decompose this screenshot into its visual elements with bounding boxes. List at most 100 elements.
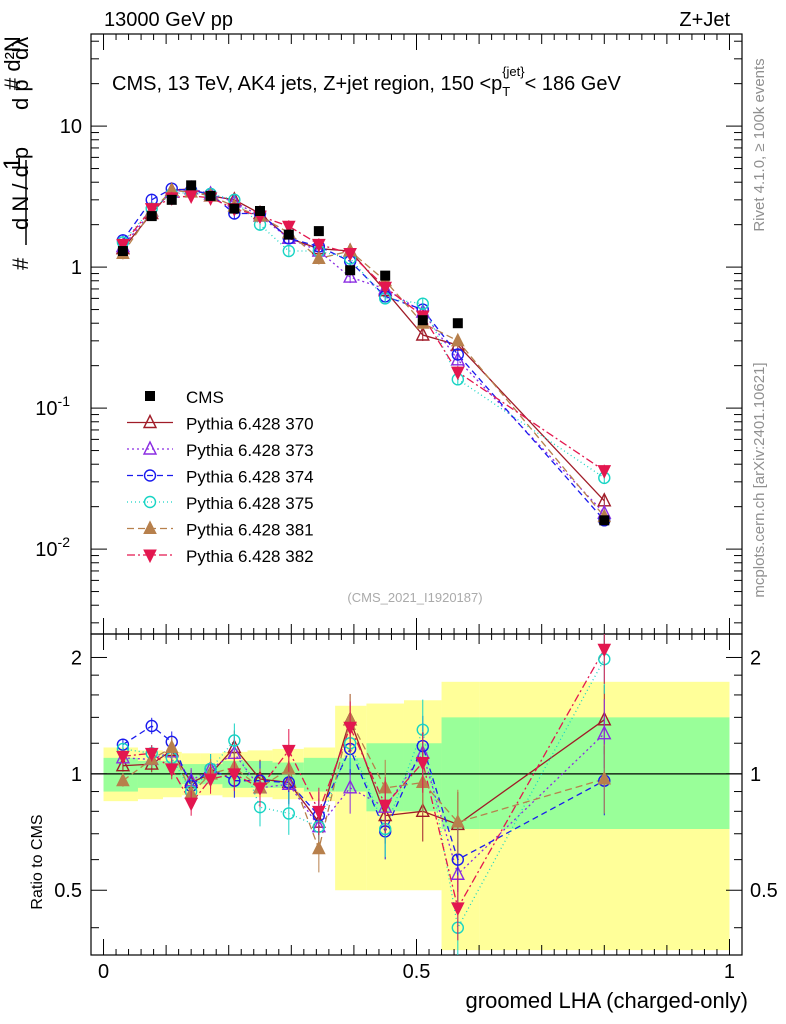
series-point-main: [451, 348, 465, 361]
y-tick-label: 10-2: [35, 534, 70, 561]
series-line-main: [122, 188, 605, 514]
legend-marker: [143, 469, 157, 482]
series-point-main: [312, 238, 326, 253]
series-point-ratio: [312, 840, 326, 855]
x-tick-label: 1: [724, 961, 735, 983]
series-line-ratio: [122, 648, 605, 910]
series-point-main: [116, 238, 130, 253]
series-point-ratio: [451, 814, 465, 828]
series-point-main: [451, 332, 465, 347]
series-point-main: [312, 250, 326, 265]
series-point-ratio: [597, 770, 612, 785]
cms-data-point: [380, 270, 391, 281]
mcplots-credit-label: mcplots.cern.ch [arXiv:2401.10621]: [751, 362, 768, 597]
main-plot-frame: [90, 33, 743, 635]
legend-label: Pythia 6.428 382: [186, 547, 314, 566]
series-point-ratio: [597, 643, 612, 658]
header-energy-label: 13000 GeV pp: [104, 9, 233, 31]
series-point-ratio: [281, 744, 296, 759]
series-point-ratio: [164, 763, 179, 778]
series-point-ratio: [228, 734, 241, 747]
ratio-tick-label: 0.5: [750, 880, 778, 902]
y-tick-label: 10-1: [35, 393, 70, 420]
series-point-main: [281, 220, 296, 235]
chart-title: CMS, 13 TeV, AK4 jets, Z+jet region, 150…: [112, 64, 621, 99]
header-process-label: Z+Jet: [679, 9, 730, 31]
series-point-main: [282, 244, 296, 258]
legend-marker: [142, 440, 158, 455]
series-point-ratio: [343, 721, 357, 736]
series-point-ratio: [415, 756, 430, 771]
cms-data-point: [186, 180, 197, 191]
series-point-main: [378, 281, 393, 296]
cms-data-point: [255, 205, 266, 216]
series-point-main: [415, 326, 430, 341]
cms-data-point: [599, 515, 610, 526]
series-point-ratio: [378, 799, 393, 814]
svg-text:# d²N: # d²N: [0, 36, 25, 90]
legend-marker: [143, 520, 157, 534]
cms-data-point: [417, 315, 428, 326]
series-point-main: [343, 268, 358, 283]
series-point-ratio: [415, 802, 430, 818]
cms-data-point: [117, 246, 128, 257]
ratio-y-axis-label: Ratio to CMS: [29, 814, 46, 909]
legend-marker: [142, 413, 158, 429]
legend-label: Pythia 6.428 370: [186, 415, 314, 434]
series-point-ratio: [116, 772, 130, 787]
ratio-tick-label: 1: [750, 764, 761, 786]
series-line-ratio: [122, 725, 605, 861]
legend-cms-label: CMS: [186, 388, 224, 407]
cms-data-point: [313, 226, 324, 237]
legend-cms-marker: [145, 391, 155, 401]
analysis-tag: (CMS_2021_I1920187): [347, 590, 482, 605]
legend-label: Pythia 6.428 381: [186, 521, 314, 540]
svg-text:d p: d p: [8, 79, 33, 110]
series-point-main: [451, 366, 465, 381]
ratio-tick-label: 2: [750, 647, 761, 669]
series-point-ratio: [597, 725, 612, 740]
series-point-ratio: [116, 750, 130, 765]
series-point-ratio: [282, 807, 296, 820]
cms-data-point: [205, 190, 216, 201]
series-line-main: [122, 191, 605, 479]
svg-text:1: 1: [0, 157, 26, 170]
cms-data-point: [283, 229, 294, 240]
cms-data-point: [166, 194, 177, 205]
x-axis-label: groomed LHA (charged-only): [466, 988, 748, 1013]
ratio-tick-label: 1: [71, 764, 82, 786]
cms-data-point: [452, 318, 463, 329]
series-point-main: [597, 465, 612, 479]
series-point-ratio: [115, 757, 131, 772]
svg-text:#: #: [8, 257, 33, 270]
x-tick-label: 0.5: [403, 961, 431, 983]
legend-marker: [143, 495, 157, 509]
series-point-ratio: [253, 782, 267, 796]
series-point-main: [144, 203, 159, 217]
cms-data-point: [229, 203, 240, 214]
y-tick-label: 1: [71, 257, 82, 279]
series-point-ratio: [144, 747, 159, 762]
ratio-tick-label: 0.5: [54, 880, 82, 902]
series-point-ratio: [227, 768, 242, 782]
legend-label: Pythia 6.428 373: [186, 441, 314, 460]
series-point-main: [416, 297, 429, 310]
series-point-ratio: [164, 739, 179, 753]
cms-data-point: [345, 265, 356, 276]
cms-data-point: [146, 211, 157, 222]
ratio-band-inner: [441, 717, 480, 830]
legend-marker: [143, 549, 157, 564]
series-point-ratio: [145, 719, 158, 733]
series-point-ratio: [184, 797, 198, 812]
legend-label: Pythia 6.428 374: [186, 468, 314, 487]
x-tick-label: 0: [98, 961, 109, 983]
ratio-tick-label: 2: [71, 647, 82, 669]
series-point-ratio: [451, 902, 465, 917]
rivet-version-label: Rivet 4.1.0, ≥ 100k events: [751, 58, 768, 231]
ratio-band-outer: [335, 705, 367, 891]
series-point-main: [184, 190, 198, 204]
svg-text:dλ: dλ: [8, 37, 33, 60]
y-tick-label: 10: [60, 116, 82, 138]
series-point-ratio: [203, 773, 218, 788]
series-point-ratio: [312, 805, 326, 820]
